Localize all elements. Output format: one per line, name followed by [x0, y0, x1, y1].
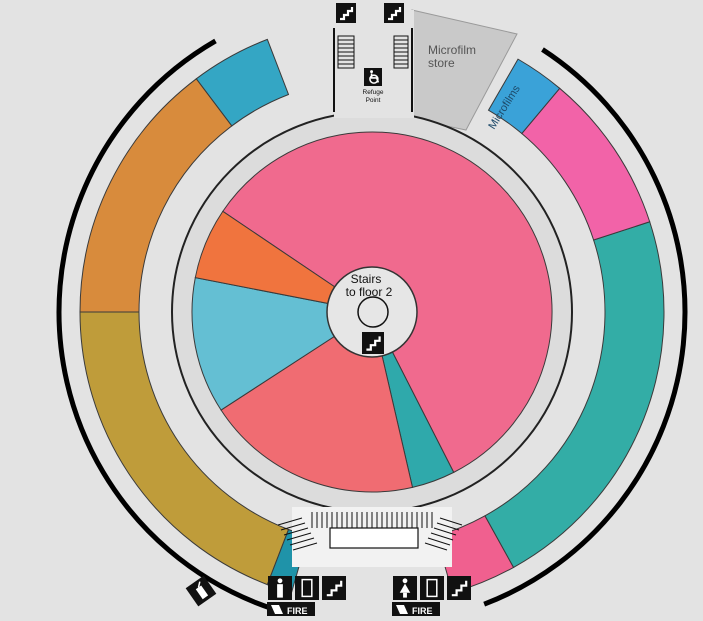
fire-exit-icon: FIRE — [267, 602, 315, 616]
wheelchair-icon — [364, 68, 382, 86]
stairs-icon — [322, 576, 346, 600]
bottom-step-left — [292, 542, 318, 551]
stairs-icon — [362, 332, 384, 354]
bottom-step-left — [289, 537, 315, 546]
center-label-line2: to floor 2 — [346, 285, 393, 299]
bottom-step-right — [424, 542, 448, 551]
zone-outer-mustard[interactable] — [79, 311, 290, 586]
zone-outer-pink[interactable] — [521, 87, 651, 241]
fire-exit-icon: FIRE — [392, 602, 440, 616]
toilet-icon — [393, 576, 417, 600]
lift-icon — [420, 576, 444, 600]
bottom-step-right — [427, 537, 451, 546]
bottom-step-right — [439, 517, 463, 526]
center-label-line1: Stairs — [351, 272, 382, 286]
stairs-icon — [336, 3, 356, 23]
bottom-step-left — [277, 517, 303, 526]
microfilm-store-label-line2: store — [428, 56, 455, 70]
refuge-point-line2: Point — [366, 97, 381, 104]
bottom-step-right — [430, 532, 454, 541]
stair-steps-left — [337, 35, 355, 69]
bottom-step-left — [280, 522, 306, 531]
zone-inner-orange[interactable] — [194, 210, 373, 313]
stairs-icon — [447, 576, 471, 600]
fire-label-left: FIRE — [287, 606, 308, 616]
bottom-step-right — [433, 527, 457, 536]
bottom-stair-block — [277, 507, 463, 567]
fire-extinguisher-icon — [185, 575, 217, 607]
bottom-step-left — [286, 532, 312, 541]
zone-outer-orange[interactable] — [79, 78, 233, 313]
stairs-icon — [384, 3, 404, 23]
zone-outer-blue-top[interactable] — [195, 38, 290, 127]
stair-frame — [393, 35, 409, 69]
refuge-point-line1: Refuge — [363, 89, 384, 96]
central-stair-well — [357, 296, 389, 328]
stair-frame — [337, 35, 355, 69]
outer-wall-left — [56, 38, 309, 616]
toilet-icon — [268, 576, 292, 600]
bottom-landing-box — [329, 527, 419, 549]
zone-outer-microfilms[interactable] — [487, 58, 561, 135]
bottom-step-right — [436, 522, 460, 531]
bottom-step-left — [283, 527, 309, 536]
zone-outer-teal[interactable] — [484, 221, 665, 569]
outer-wall-right — [483, 47, 688, 607]
microfilm-store-label-line1: Microfilm — [428, 43, 476, 57]
stair-steps-right — [393, 35, 409, 69]
fire-label-right: FIRE — [412, 606, 433, 616]
lift-icon — [295, 576, 319, 600]
